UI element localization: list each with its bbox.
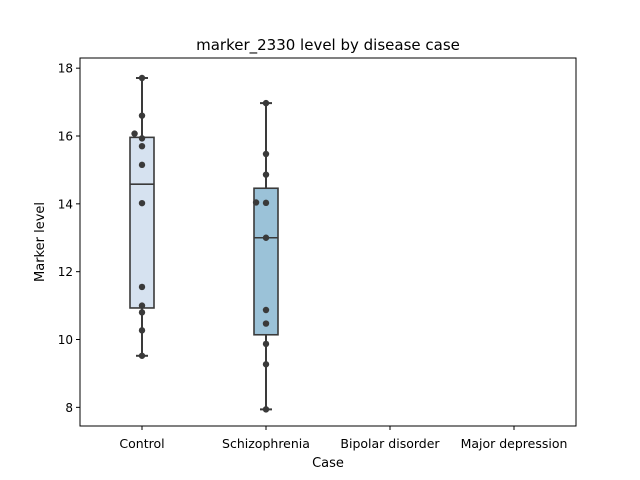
y-tick-label: 18 [58,62,73,76]
data-point-control [138,74,146,82]
data-point-control [138,135,146,142]
data-point-schizophrenia [262,171,270,178]
plot-area [129,74,279,413]
data-point-schizophrenia [262,306,270,314]
data-point-control [138,302,146,309]
data-point-schizophrenia [262,234,270,241]
data-point-control [131,130,138,137]
x-axis-label: Case [312,456,344,471]
data-point-control [138,309,146,316]
data-point-schizophrenia [262,320,270,327]
box-schizophrenia [253,187,279,336]
data-point-control [138,199,146,207]
data-point-control [138,327,146,334]
data-point-schizophrenia [262,150,270,158]
data-point-schizophrenia [262,99,270,107]
data-point-schizophrenia [262,406,270,413]
x-tick-label: Major depression [461,436,568,451]
x-tick-label: Schizophrenia [222,436,310,451]
data-point-control [138,283,146,291]
data-point-control [138,161,146,169]
y-tick-label: 8 [65,401,73,415]
y-tick-label: 10 [58,333,73,347]
y-axis-label: Marker level [33,202,48,282]
data-point-control [138,352,146,359]
data-point-schizophrenia [252,199,260,206]
x-tick-label: Control [119,436,164,451]
plot-frame [79,57,577,427]
chart-title: marker_2330 level by disease case [196,36,460,55]
data-point-control [138,142,146,150]
data-point-schizophrenia [262,199,270,207]
y-tick-label: 14 [58,197,73,211]
x-tick-label: Bipolar disorder [340,436,440,451]
data-point-schizophrenia [262,340,270,348]
y-tick-label: 12 [58,265,73,279]
axes: 8 10 12 14 16 18 Control Schizophrenia Bipolar d… [58,62,568,451]
data-point-control [138,112,146,119]
y-tick-label: 16 [58,130,73,144]
data-point-schizophrenia [262,361,270,368]
